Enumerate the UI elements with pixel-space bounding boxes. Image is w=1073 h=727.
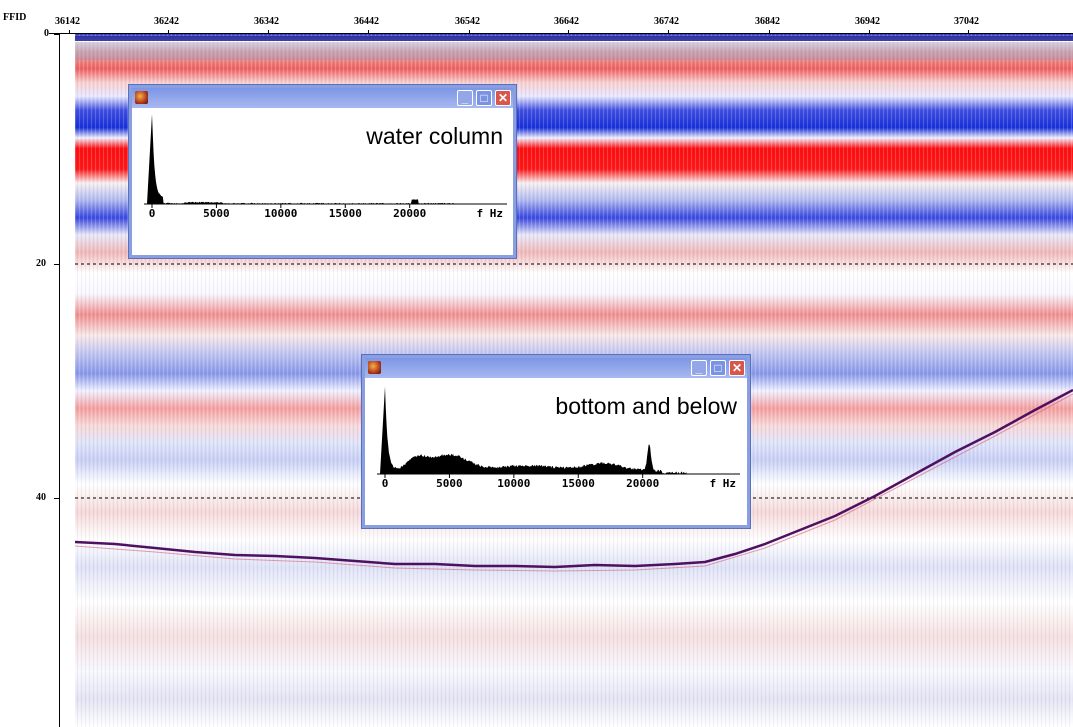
ffid-tick-label: 36342 bbox=[254, 16, 279, 27]
frequency-axis-label: f Hz bbox=[477, 207, 504, 220]
depth-tick-label: 40 bbox=[36, 492, 46, 503]
ffid-tick bbox=[469, 30, 470, 34]
ffid-tick bbox=[268, 30, 269, 34]
depth-tick bbox=[54, 34, 60, 35]
ffid-tick bbox=[568, 30, 569, 34]
frequency-axis-label: f Hz bbox=[710, 477, 737, 490]
spectrum-plot: 0 5000 10000 15000 20000 f Hz bbox=[132, 108, 513, 255]
app-icon bbox=[368, 361, 381, 374]
spectrum-tick-label: 10000 bbox=[264, 207, 297, 220]
spectrum-curve bbox=[380, 386, 687, 474]
ffid-tick bbox=[869, 30, 870, 34]
spectrum-tick-label: 20000 bbox=[393, 207, 426, 220]
spectrum-tick-label: 5000 bbox=[436, 477, 463, 490]
close-button[interactable]: ✕ bbox=[495, 90, 511, 106]
water-column-spectrum-window[interactable]: _ □ ✕ water column 0 5000 10000 15000 20000 f… bbox=[129, 85, 516, 258]
ffid-tick-label: 37042 bbox=[954, 16, 979, 27]
depth-tick-label: 20 bbox=[36, 258, 46, 269]
spectrum-curve bbox=[147, 114, 454, 204]
ffid-tick-label: 36842 bbox=[755, 16, 780, 27]
spectrum-tick-label: 0 bbox=[382, 477, 389, 490]
window-titlebar[interactable]: _ □ ✕ bbox=[132, 88, 513, 108]
spectrum-tick-label: 15000 bbox=[329, 207, 362, 220]
ffid-tick bbox=[168, 30, 169, 34]
ffid-tick-label: 36442 bbox=[354, 16, 379, 27]
depth-tick bbox=[54, 264, 60, 265]
minimize-button[interactable]: _ bbox=[457, 90, 473, 106]
maximize-button[interactable]: □ bbox=[476, 90, 492, 106]
close-button[interactable]: ✕ bbox=[729, 360, 745, 376]
spectrum-tick-label: 20000 bbox=[626, 477, 659, 490]
ffid-tick bbox=[368, 30, 369, 34]
ffid-tick-label: 36242 bbox=[154, 16, 179, 27]
spectrum-tick-label: 0 bbox=[149, 207, 156, 220]
app-icon bbox=[135, 91, 148, 104]
ffid-axis: FFID 36142 36242 36342 36442 36542 36642 36742… bbox=[0, 0, 1073, 34]
ffid-tick-label: 36642 bbox=[554, 16, 579, 27]
ffid-tick-label: 36542 bbox=[455, 16, 480, 27]
ffid-tick bbox=[769, 30, 770, 34]
maximize-button[interactable]: □ bbox=[710, 360, 726, 376]
ffid-tick-label: 36942 bbox=[855, 16, 880, 27]
bottom-and-below-spectrum-window[interactable]: _ □ ✕ bottom and below 0 5000 10000 15000 20… bbox=[362, 355, 750, 528]
minimize-button[interactable]: _ bbox=[691, 360, 707, 376]
depth-axis: 0 20 40 bbox=[0, 0, 75, 727]
depth-tick-label: 0 bbox=[44, 28, 49, 39]
spectrum-plot: 0 5000 10000 15000 20000 f Hz bbox=[365, 378, 747, 525]
ffid-tick-label: 36742 bbox=[654, 16, 679, 27]
spectrum-tick-label: 15000 bbox=[562, 477, 595, 490]
ffid-tick bbox=[968, 30, 969, 34]
spectrum-tick-label: 10000 bbox=[497, 477, 530, 490]
ffid-tick bbox=[668, 30, 669, 34]
window-titlebar[interactable]: _ □ ✕ bbox=[365, 358, 747, 378]
spectrum-tick-label: 5000 bbox=[203, 207, 230, 220]
depth-tick bbox=[54, 498, 60, 499]
